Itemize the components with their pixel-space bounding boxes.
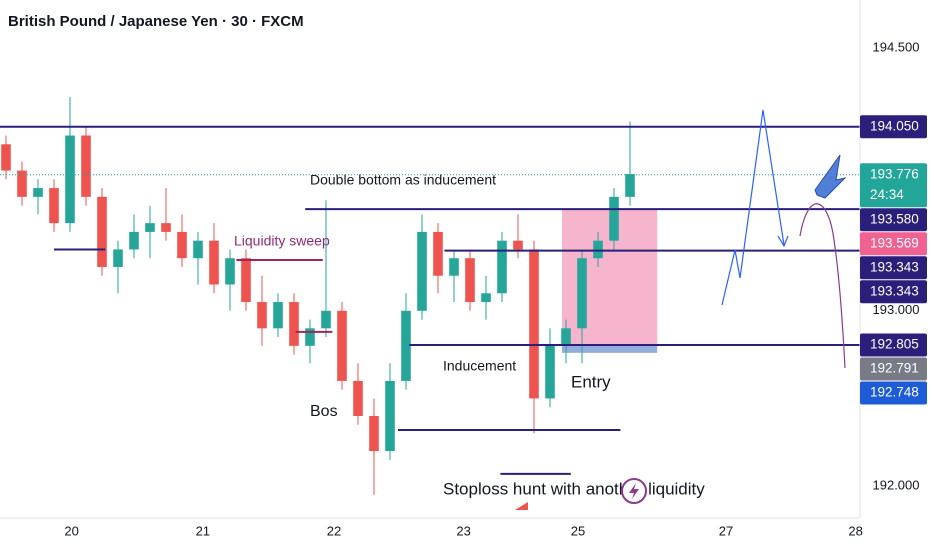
candle-body bbox=[417, 231, 427, 311]
candle-body bbox=[1, 144, 11, 171]
y-tick-label: 193.000 bbox=[873, 302, 920, 317]
price-label: 193.776 bbox=[870, 166, 919, 181]
candle-body bbox=[577, 258, 587, 329]
x-tick-label: 22 bbox=[327, 523, 341, 538]
candle-body bbox=[17, 170, 27, 197]
candle-body bbox=[337, 310, 347, 381]
candle-body bbox=[209, 240, 219, 285]
candle-body bbox=[97, 196, 107, 267]
candle-body bbox=[481, 293, 491, 303]
annotation: Liquidity sweep bbox=[234, 233, 330, 249]
candle-body bbox=[241, 258, 251, 303]
x-tick-label: 27 bbox=[719, 523, 733, 538]
candle-body bbox=[449, 258, 459, 276]
price-label: 194.050 bbox=[870, 118, 919, 133]
candle-body bbox=[545, 345, 555, 399]
annotation: Double bottom as inducement bbox=[310, 172, 496, 188]
price-label: 192.748 bbox=[870, 385, 919, 400]
candle-body bbox=[465, 258, 475, 303]
price-label-box bbox=[860, 115, 927, 139]
candle-body bbox=[145, 223, 155, 232]
price-label-countdown: 24:34 bbox=[870, 187, 904, 202]
annotation: Stoploss hunt with another liquidity bbox=[443, 479, 705, 498]
price-label-box bbox=[860, 381, 927, 405]
candle-body bbox=[609, 196, 619, 241]
arrow-icon bbox=[814, 154, 847, 199]
candle-body bbox=[497, 240, 507, 294]
price-label: 192.791 bbox=[870, 361, 919, 376]
candle-body bbox=[353, 380, 363, 416]
x-tick-label: 21 bbox=[196, 523, 210, 538]
price-label-box bbox=[860, 357, 927, 381]
candle-body bbox=[529, 249, 539, 399]
x-tick-label: 20 bbox=[64, 523, 78, 538]
chart-title: British Pound / Japanese Yen · 30 · FXCM bbox=[8, 13, 304, 30]
y-tick-label: 194.500 bbox=[873, 39, 920, 54]
price-label-box bbox=[860, 256, 927, 280]
projection-curve bbox=[799, 203, 846, 369]
candle-body bbox=[321, 310, 331, 329]
candle-body bbox=[593, 240, 603, 259]
candle-body bbox=[305, 328, 315, 346]
candle-body bbox=[289, 302, 299, 346]
candle-body bbox=[49, 188, 59, 224]
candle-body bbox=[193, 240, 203, 259]
candle-body bbox=[433, 231, 443, 276]
price-label: 192.805 bbox=[870, 337, 919, 352]
x-tick-label: 28 bbox=[848, 523, 862, 538]
candle-body bbox=[161, 223, 171, 232]
y-tick-label: 192.000 bbox=[873, 478, 920, 493]
candle-body bbox=[33, 188, 43, 197]
projection-arrowhead bbox=[777, 235, 789, 248]
annotation: Bos bbox=[310, 403, 338, 420]
price-label-box bbox=[860, 232, 927, 256]
price-label-box bbox=[860, 208, 927, 232]
candle-body bbox=[81, 135, 91, 197]
candle-body bbox=[177, 231, 187, 259]
lightning-glyph bbox=[629, 483, 639, 499]
candle-body bbox=[401, 310, 411, 381]
x-tick-label: 25 bbox=[571, 523, 585, 538]
price-label-box bbox=[860, 280, 927, 304]
candle-body bbox=[625, 174, 635, 197]
candle-body bbox=[385, 380, 395, 452]
price-label: 193.569 bbox=[870, 235, 919, 250]
candle-body bbox=[225, 258, 235, 285]
candle-body bbox=[113, 249, 123, 267]
x-tick-label: 23 bbox=[456, 523, 470, 538]
candle-body bbox=[257, 302, 267, 329]
annotation: Inducement bbox=[443, 358, 516, 374]
candle-body bbox=[273, 302, 283, 329]
candle-body bbox=[129, 231, 139, 250]
projection-path bbox=[721, 109, 785, 306]
price-label-box bbox=[860, 163, 927, 208]
candle-body bbox=[561, 328, 571, 346]
price-label: 193.343 bbox=[870, 259, 919, 274]
candle-body bbox=[513, 240, 523, 250]
price-label-box bbox=[860, 333, 927, 357]
annotation: Entry bbox=[571, 372, 611, 391]
price-label: 193.343 bbox=[870, 283, 919, 298]
candle-body bbox=[65, 135, 75, 224]
marker bbox=[515, 502, 528, 510]
zone bbox=[562, 344, 658, 353]
price-label: 193.580 bbox=[870, 211, 919, 226]
candle-body bbox=[369, 415, 379, 452]
